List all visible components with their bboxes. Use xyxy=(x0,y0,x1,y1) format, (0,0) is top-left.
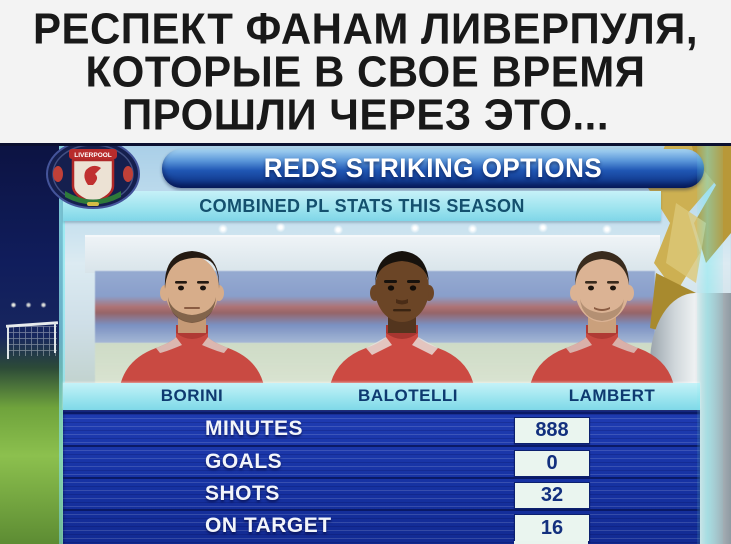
player-photo-balotelli xyxy=(330,251,474,386)
broadcast-title: REDS STRIKING OPTIONS xyxy=(263,152,603,184)
liverpool-crest-icon: LIVERPOOL xyxy=(46,144,140,209)
panel-edge-highlight xyxy=(59,143,65,544)
stadium-floodlight-sparkles xyxy=(63,221,703,237)
stat-value-cell: 16 xyxy=(514,514,590,542)
stat-label: ON TARGET xyxy=(205,513,332,538)
tv-photo: REDS STRIKING OPTIONS COMBINED PL STATS … xyxy=(0,143,731,544)
cyan-reflection-strip xyxy=(697,143,723,544)
stat-value-cell: 888 xyxy=(514,417,590,444)
subtitle-bar: COMBINED PL STATS THIS SEASON xyxy=(63,191,661,221)
stat-label: SHOTS xyxy=(205,481,280,506)
stat-row-goals: GOALS 0 xyxy=(63,445,700,477)
meme-caption: РЕСПЕКТ ФАНАМ ЛИВЕРПУЛЯ, КОТОРЫЕ В СВОЕ … xyxy=(0,0,731,143)
player-photo-lambert xyxy=(530,251,674,386)
stat-row-minutes: MINUTES 888 xyxy=(63,412,700,445)
crest-flame-right xyxy=(123,166,133,182)
stat-label: MINUTES xyxy=(205,416,303,441)
stat-value-cell: 32 xyxy=(514,482,590,509)
meme-line-2: КОТОРЫЕ В СВОЕ ВРЕМЯ xyxy=(85,47,646,96)
stat-row-shots: SHOTS 32 xyxy=(63,477,700,509)
badge-text: LIVERPOOL xyxy=(74,152,112,159)
crest-laurel xyxy=(65,191,121,205)
next-row-cell-cutoff xyxy=(514,541,588,544)
liver-bird xyxy=(84,165,101,185)
title-bar: REDS STRIKING OPTIONS xyxy=(162,149,704,188)
meme-line-3: ПРОШЛИ ЧЕРЕЗ ЭТО... xyxy=(121,90,610,139)
stat-label: GOALS xyxy=(205,449,283,474)
player-name-balotelli: BALOTELLI xyxy=(358,386,458,405)
broadcast-subtitle: COMBINED PL STATS THIS SEASON xyxy=(199,195,525,216)
stat-value: 888 xyxy=(535,419,569,441)
stat-value: 16 xyxy=(540,516,564,539)
player-names-bar: BORINI BALOTELLI LAMBERT xyxy=(63,383,700,410)
player-name-borini: BORINI xyxy=(160,386,224,405)
stat-value: 0 xyxy=(546,452,558,474)
stat-value: 32 xyxy=(540,484,564,506)
player-photo-borini xyxy=(120,251,264,386)
goal-icon xyxy=(5,321,59,361)
stat-value-cell: 0 xyxy=(514,450,590,477)
crest-flame-left xyxy=(53,166,63,182)
floodlights-icon xyxy=(6,301,56,309)
meme-line-1: РЕСПЕКТ ФАНАМ ЛИВЕРПУЛЯ, xyxy=(32,4,699,53)
stat-row-on-target: ON TARGET 16 xyxy=(63,509,700,544)
player-name-lambert: LAMBERT xyxy=(568,386,656,405)
stadium-background xyxy=(0,143,63,544)
stats-table: MINUTES 888 GOALS 0 SHOTS 32 ON TARGET xyxy=(63,410,700,544)
